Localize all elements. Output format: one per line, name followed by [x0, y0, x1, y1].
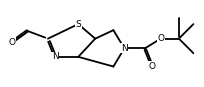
- Text: N: N: [52, 52, 58, 61]
- Text: O: O: [156, 34, 163, 43]
- Text: O: O: [148, 62, 155, 71]
- Text: S: S: [75, 20, 81, 29]
- Text: N: N: [120, 44, 127, 53]
- Text: O: O: [8, 38, 15, 47]
